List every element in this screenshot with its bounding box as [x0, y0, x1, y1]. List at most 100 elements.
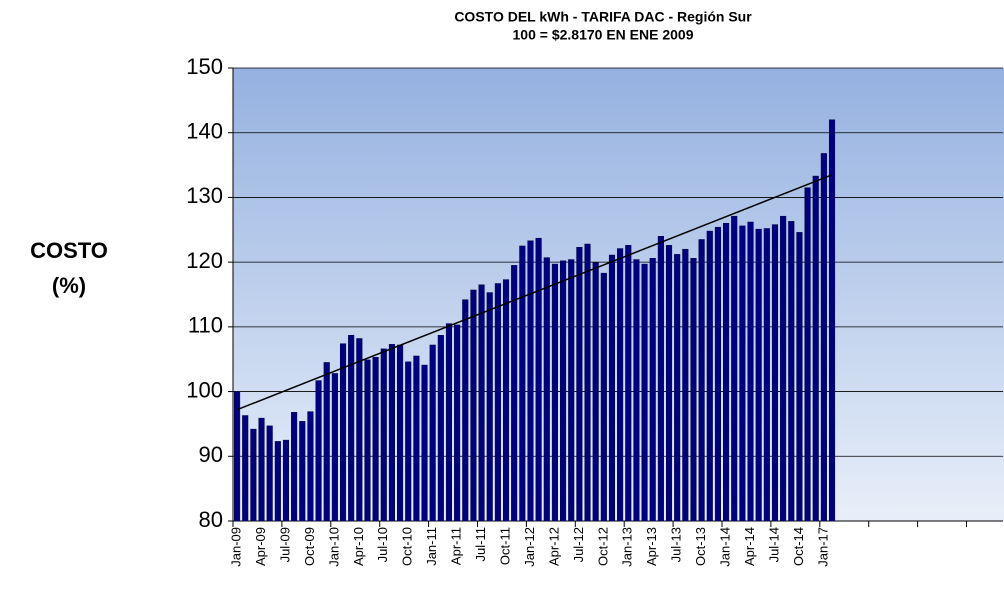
bar — [437, 335, 444, 522]
x-tick-label: Apr-09 — [253, 527, 268, 566]
bar — [665, 245, 673, 522]
bar — [291, 412, 298, 522]
x-tick-label: Oct-10 — [400, 527, 415, 566]
x-tick-label: Oct-11 — [497, 527, 512, 565]
x-tick-label: Apr-13 — [644, 527, 659, 566]
bar — [421, 364, 428, 522]
x-tick-label: Jul-10 — [375, 527, 390, 562]
bar — [380, 348, 387, 522]
y-axis-label: COSTO — [30, 238, 108, 263]
bar — [348, 335, 355, 522]
x-tick-label: Jul-12 — [571, 527, 586, 562]
bar — [274, 441, 281, 522]
bar — [706, 230, 713, 522]
bar — [429, 344, 436, 522]
bar — [755, 228, 762, 522]
bar — [698, 239, 705, 522]
bar — [812, 175, 819, 522]
x-tick-label: Apr-11 — [449, 527, 464, 565]
chart-title: COSTO DEL kWh - TARIFA DAC - Región Sur — [454, 9, 752, 25]
bar — [592, 262, 599, 522]
bar — [649, 258, 656, 522]
trend-line — [236, 174, 833, 411]
bar — [486, 292, 493, 522]
bar — [470, 289, 477, 522]
bar — [828, 119, 836, 522]
bar — [788, 221, 795, 522]
bar — [625, 245, 632, 522]
y-tick-label: 100 — [186, 377, 223, 402]
bar — [804, 187, 811, 522]
x-tick-label: Oct-12 — [595, 527, 610, 566]
x-tick-label: Apr-12 — [546, 527, 561, 566]
y-tick-label: 90 — [199, 442, 223, 467]
y-axis-label: (%) — [52, 273, 86, 298]
y-tick-label: 80 — [199, 507, 223, 532]
bar — [600, 272, 607, 522]
bar — [682, 248, 689, 522]
x-tick-label: Jan-12 — [522, 527, 537, 567]
x-tick-label: Apr-10 — [351, 527, 366, 566]
x-tick-label: Jul-11 — [473, 527, 488, 561]
bar — [543, 257, 550, 522]
x-tick-label: Jul-13 — [669, 527, 684, 562]
bar — [266, 425, 273, 522]
bar — [299, 421, 306, 522]
x-tick-label: Oct-14 — [791, 527, 806, 566]
x-tick-label: Jul-14 — [766, 527, 781, 562]
y-tick-label: 130 — [186, 183, 223, 208]
bar — [323, 362, 330, 522]
bar — [494, 283, 501, 522]
bar — [796, 232, 803, 522]
bar — [608, 254, 616, 522]
bar — [307, 411, 314, 522]
bar — [405, 361, 412, 522]
bar — [617, 248, 624, 522]
bar — [771, 224, 779, 522]
x-tick-label: Jan-13 — [620, 527, 635, 567]
bar — [372, 357, 379, 522]
bar — [250, 428, 257, 522]
bar — [527, 240, 534, 522]
bar — [315, 380, 322, 522]
bar — [820, 153, 827, 522]
bar — [478, 284, 485, 522]
x-tick-label: Jan-09 — [229, 527, 244, 567]
bar — [234, 391, 241, 522]
bar — [780, 215, 787, 522]
bar — [657, 236, 664, 522]
x-tick-label: Jan-10 — [326, 527, 341, 567]
bar — [551, 263, 558, 522]
x-tick-label: Oct-09 — [302, 527, 317, 566]
bar — [560, 260, 567, 522]
bar — [364, 359, 371, 522]
bar — [462, 299, 469, 522]
bar — [519, 245, 526, 522]
bar — [690, 258, 697, 522]
x-tick-label: Oct-13 — [693, 527, 708, 566]
y-tick-label: 150 — [186, 54, 223, 79]
bar — [397, 344, 404, 522]
bar — [454, 324, 461, 522]
y-tick-label: 110 — [188, 313, 223, 338]
bar — [576, 247, 583, 522]
bar — [502, 279, 510, 522]
bar — [356, 338, 363, 522]
bar — [258, 417, 265, 522]
y-tick-label: 140 — [186, 119, 223, 144]
bar — [242, 415, 249, 522]
bar — [641, 263, 648, 522]
x-tick-label: Jan-17 — [815, 527, 830, 567]
bar — [739, 225, 746, 522]
bar — [511, 265, 518, 522]
bar — [731, 215, 738, 522]
x-tick-label: Jan-11 — [424, 527, 439, 566]
x-tick-label: Jul-09 — [277, 527, 292, 562]
bar — [282, 439, 290, 522]
bar — [331, 373, 338, 522]
bar — [633, 259, 640, 522]
bar — [445, 323, 453, 522]
bar — [763, 228, 770, 522]
bar — [568, 259, 575, 522]
chart-subtitle: 100 = $2.8170 EN ENE 2009 — [513, 27, 694, 43]
